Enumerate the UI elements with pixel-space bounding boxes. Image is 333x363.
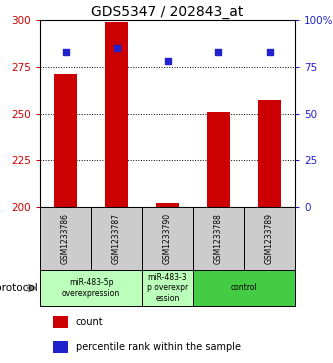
Bar [142,207,193,270]
Text: protocol: protocol [0,283,38,293]
Bar [91,207,142,270]
Text: miR-483-5p
overexpression: miR-483-5p overexpression [62,278,120,298]
Text: GSM1233790: GSM1233790 [163,213,172,264]
Bar [193,207,244,270]
Point [267,49,272,55]
Text: GSM1233787: GSM1233787 [112,213,121,264]
Bar [193,270,295,306]
Point [114,45,119,51]
Bar [258,101,281,207]
Point [165,58,170,64]
Point [216,49,221,55]
Bar [156,203,179,207]
Bar [142,270,193,306]
Text: GSM1233786: GSM1233786 [61,213,70,264]
Bar [105,22,128,207]
Text: percentile rank within the sample: percentile rank within the sample [76,342,241,352]
Bar [244,207,295,270]
Bar [207,112,230,207]
Text: GSM1233789: GSM1233789 [265,213,274,264]
Title: GDS5347 / 202843_at: GDS5347 / 202843_at [91,5,244,19]
Text: miR-483-3
p overexpr
ession: miR-483-3 p overexpr ession [147,273,188,303]
Bar [53,340,68,353]
Bar [54,74,77,207]
Bar [40,270,142,306]
Text: control: control [231,284,257,293]
Point [63,49,68,55]
Bar [40,207,91,270]
Text: GSM1233788: GSM1233788 [214,213,223,264]
Text: count: count [76,317,103,327]
Bar [53,316,68,328]
